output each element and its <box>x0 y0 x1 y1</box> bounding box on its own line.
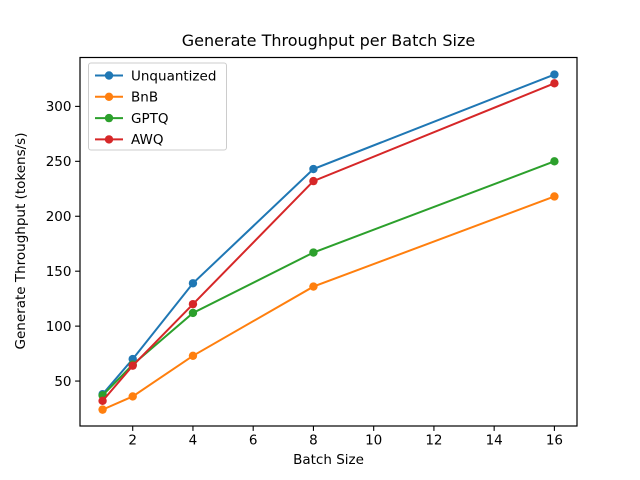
x-tick-label: 8 <box>309 433 318 449</box>
plot-border <box>79 56 578 427</box>
x-tick-label: 12 <box>425 433 442 449</box>
series-marker-awq <box>128 361 137 370</box>
series-marker-awq <box>188 299 198 309</box>
series-marker-gptq <box>309 248 318 257</box>
series-marker-awq <box>98 396 107 406</box>
legend-marker <box>104 113 114 123</box>
legend-marker <box>104 135 114 144</box>
legend-marker <box>104 92 114 102</box>
series-line-gptq <box>101 160 556 397</box>
series-marker-unquantized <box>309 164 318 174</box>
chart-title: Generate Throughput per Batch Size <box>181 31 476 50</box>
series-marker-bnb <box>188 351 198 360</box>
legend-marker <box>104 71 114 80</box>
y-tick-label: 150 <box>46 264 72 280</box>
x-tick-label: 4 <box>189 433 198 449</box>
x-tick-label: 16 <box>546 433 563 449</box>
series-marker-bnb <box>550 192 559 201</box>
x-tick-label: 14 <box>486 433 503 449</box>
series-line-bnb <box>101 195 556 411</box>
y-tick-label: 250 <box>46 154 72 170</box>
x-tick-label: 10 <box>365 433 382 449</box>
legend-label: Unquantized <box>131 68 216 84</box>
x-tick-label: 6 <box>249 433 258 449</box>
series-marker-awq <box>309 176 318 186</box>
x-tick-label: 2 <box>128 433 137 449</box>
legend-box <box>88 62 227 151</box>
series-marker-unquantized <box>550 70 559 79</box>
y-tick-label: 300 <box>46 99 72 115</box>
y-tick-label: 50 <box>54 374 71 390</box>
y-tick-label: 100 <box>46 319 72 335</box>
x-axis-label: Batch Size <box>293 452 364 468</box>
series-marker-unquantized <box>188 279 198 288</box>
legend-label: BnB <box>131 90 158 106</box>
series-marker-awq <box>550 79 559 88</box>
legend-label: AWQ <box>131 132 163 148</box>
series-marker-bnb <box>128 392 137 401</box>
y-tick-label: 200 <box>46 209 72 225</box>
series-marker-bnb <box>309 282 318 291</box>
series-marker-gptq <box>550 157 559 166</box>
series-marker-gptq <box>188 308 198 318</box>
series-marker-bnb <box>98 405 107 414</box>
legend-label: GPTQ <box>131 111 168 127</box>
